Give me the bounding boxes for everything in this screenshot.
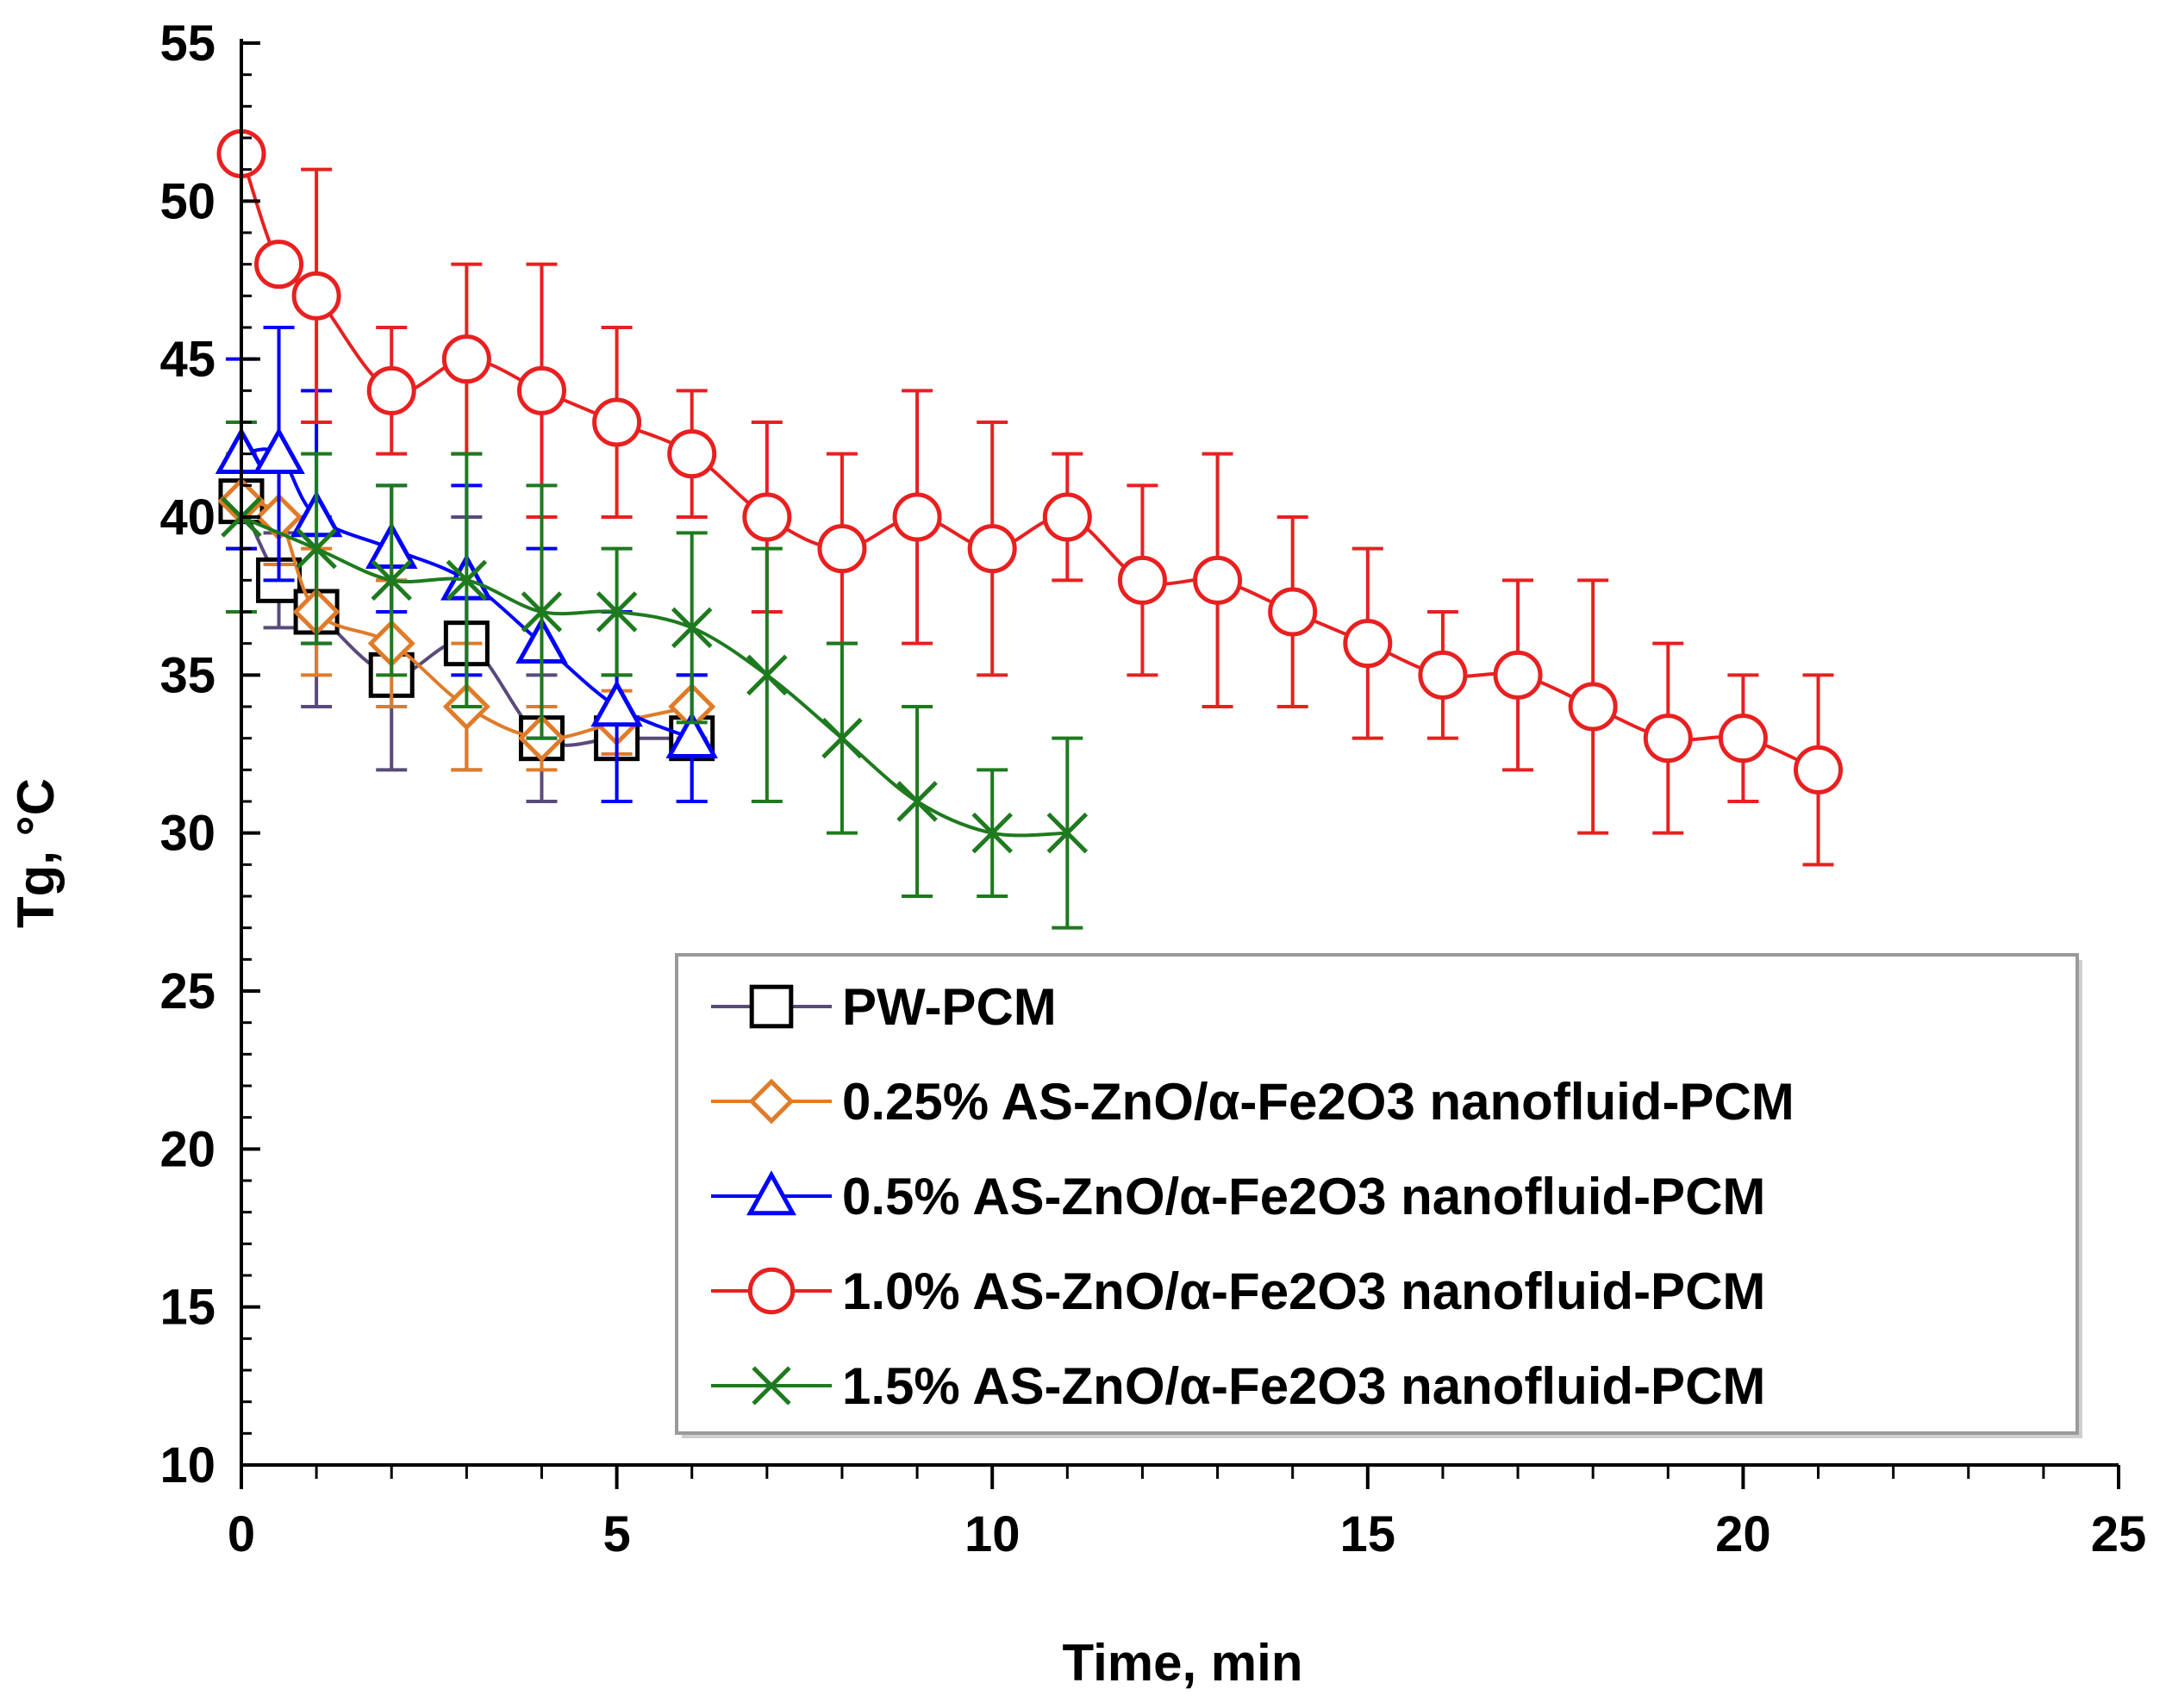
data-point: [1193, 555, 1243, 605]
data-point: [1046, 812, 1089, 854]
data-point: [253, 427, 305, 474]
y-tick-label: 20: [159, 1121, 215, 1177]
y-tick-label: 50: [159, 173, 215, 229]
data-point: [971, 812, 1013, 854]
legend-marker: [746, 1170, 796, 1216]
y-tick-label: 45: [159, 332, 215, 388]
axes: 10 15 20 25 30 35 40 45 50 55 0 5 10 15 20 25: [159, 16, 2146, 1562]
data-point: [1493, 650, 1543, 700]
x-tick-label: 20: [1715, 1506, 1771, 1562]
data-point: [1643, 714, 1693, 764]
legend-label: 0.5% AS-ZnO/α-Fe2O3 nanofluid-PCM: [842, 1168, 1765, 1225]
y-axis-title: Tg, °C: [7, 778, 65, 928]
data-point: [521, 591, 563, 633]
legend-label: PW-PCM: [842, 978, 1057, 1036]
data-point: [1117, 555, 1167, 605]
legend-item: 0.5% AS-ZnO/α-Fe2O3 nanofluid-PCM: [711, 1168, 1765, 1225]
y-tick-label: 15: [159, 1280, 215, 1336]
data-point: [1042, 492, 1092, 542]
legend-box: [675, 953, 2079, 1435]
data-point: [592, 397, 642, 447]
legend-item: 1.5% AS-ZnO/α-Fe2O3 nanofluid-PCM: [711, 1357, 1765, 1415]
data-point: [671, 607, 713, 649]
y-tick-label: 30: [159, 806, 215, 862]
legend: PW-PCM 0.25% AS-ZnO/α-Fe2O3 nanofluid-PCM…: [675, 953, 2082, 1438]
legend-marker: [752, 1366, 791, 1406]
y-tick-label: 55: [159, 16, 215, 72]
legend-item: 0.25% AS-ZnO/α-Fe2O3 nanofluid-PCM: [711, 1073, 1795, 1131]
legend-item: PW-PCM: [711, 978, 1057, 1036]
data-point: [1268, 587, 1318, 637]
x-tick-label: 25: [2091, 1506, 2147, 1562]
data-point: [746, 654, 788, 696]
data-point: [1418, 650, 1468, 700]
plot-series: [215, 128, 1844, 930]
legend-item: 1.0% AS-ZnO/α-Fe2O3 nanofluid-PCM: [711, 1262, 1765, 1320]
legend-label: 1.5% AS-ZnO/α-Fe2O3 nanofluid-PCM: [842, 1357, 1765, 1415]
y-tick-label: 35: [159, 647, 215, 703]
data-point: [742, 492, 792, 542]
data-point: [296, 527, 337, 570]
data-point: [667, 429, 717, 479]
data-point: [817, 524, 867, 574]
x-tick-label: 15: [1340, 1506, 1396, 1562]
legend-label: 0.25% AS-ZnO/α-Fe2O3 nanofluid-PCM: [842, 1073, 1795, 1131]
x-axis-title: Time, min: [1063, 1634, 1303, 1692]
data-point: [441, 334, 491, 384]
series-5: [221, 421, 1089, 930]
series-line: [240, 515, 1068, 838]
data-point: [446, 559, 488, 602]
y-tick-label: 10: [159, 1437, 215, 1493]
data-point: [821, 717, 863, 759]
data-point: [254, 240, 304, 290]
data-point: [1718, 714, 1768, 764]
legend-marker: [748, 1078, 795, 1125]
series-4: [216, 128, 1844, 867]
data-point: [896, 781, 938, 822]
data-point: [1568, 682, 1618, 732]
y-tick-label: 25: [159, 963, 215, 1019]
legend-marker: [747, 1267, 796, 1315]
x-tick-label: 10: [964, 1506, 1021, 1562]
data-point: [371, 559, 413, 602]
data-point: [967, 524, 1017, 574]
data-point: [516, 365, 566, 415]
legend-marker: [749, 984, 794, 1029]
data-point: [596, 591, 638, 633]
data-point: [1343, 619, 1393, 669]
data-point: [590, 679, 643, 727]
y-tick-label: 40: [159, 489, 215, 545]
data-point: [1794, 745, 1844, 795]
x-tick-label: 5: [602, 1506, 630, 1562]
data-point: [291, 271, 341, 321]
data-point: [665, 711, 718, 758]
data-point: [892, 492, 942, 542]
series-line: [240, 153, 1820, 772]
data-point: [366, 365, 416, 415]
x-tick-label: 0: [228, 1506, 255, 1562]
legend-label: 1.0% AS-ZnO/α-Fe2O3 nanofluid-PCM: [842, 1262, 1765, 1320]
